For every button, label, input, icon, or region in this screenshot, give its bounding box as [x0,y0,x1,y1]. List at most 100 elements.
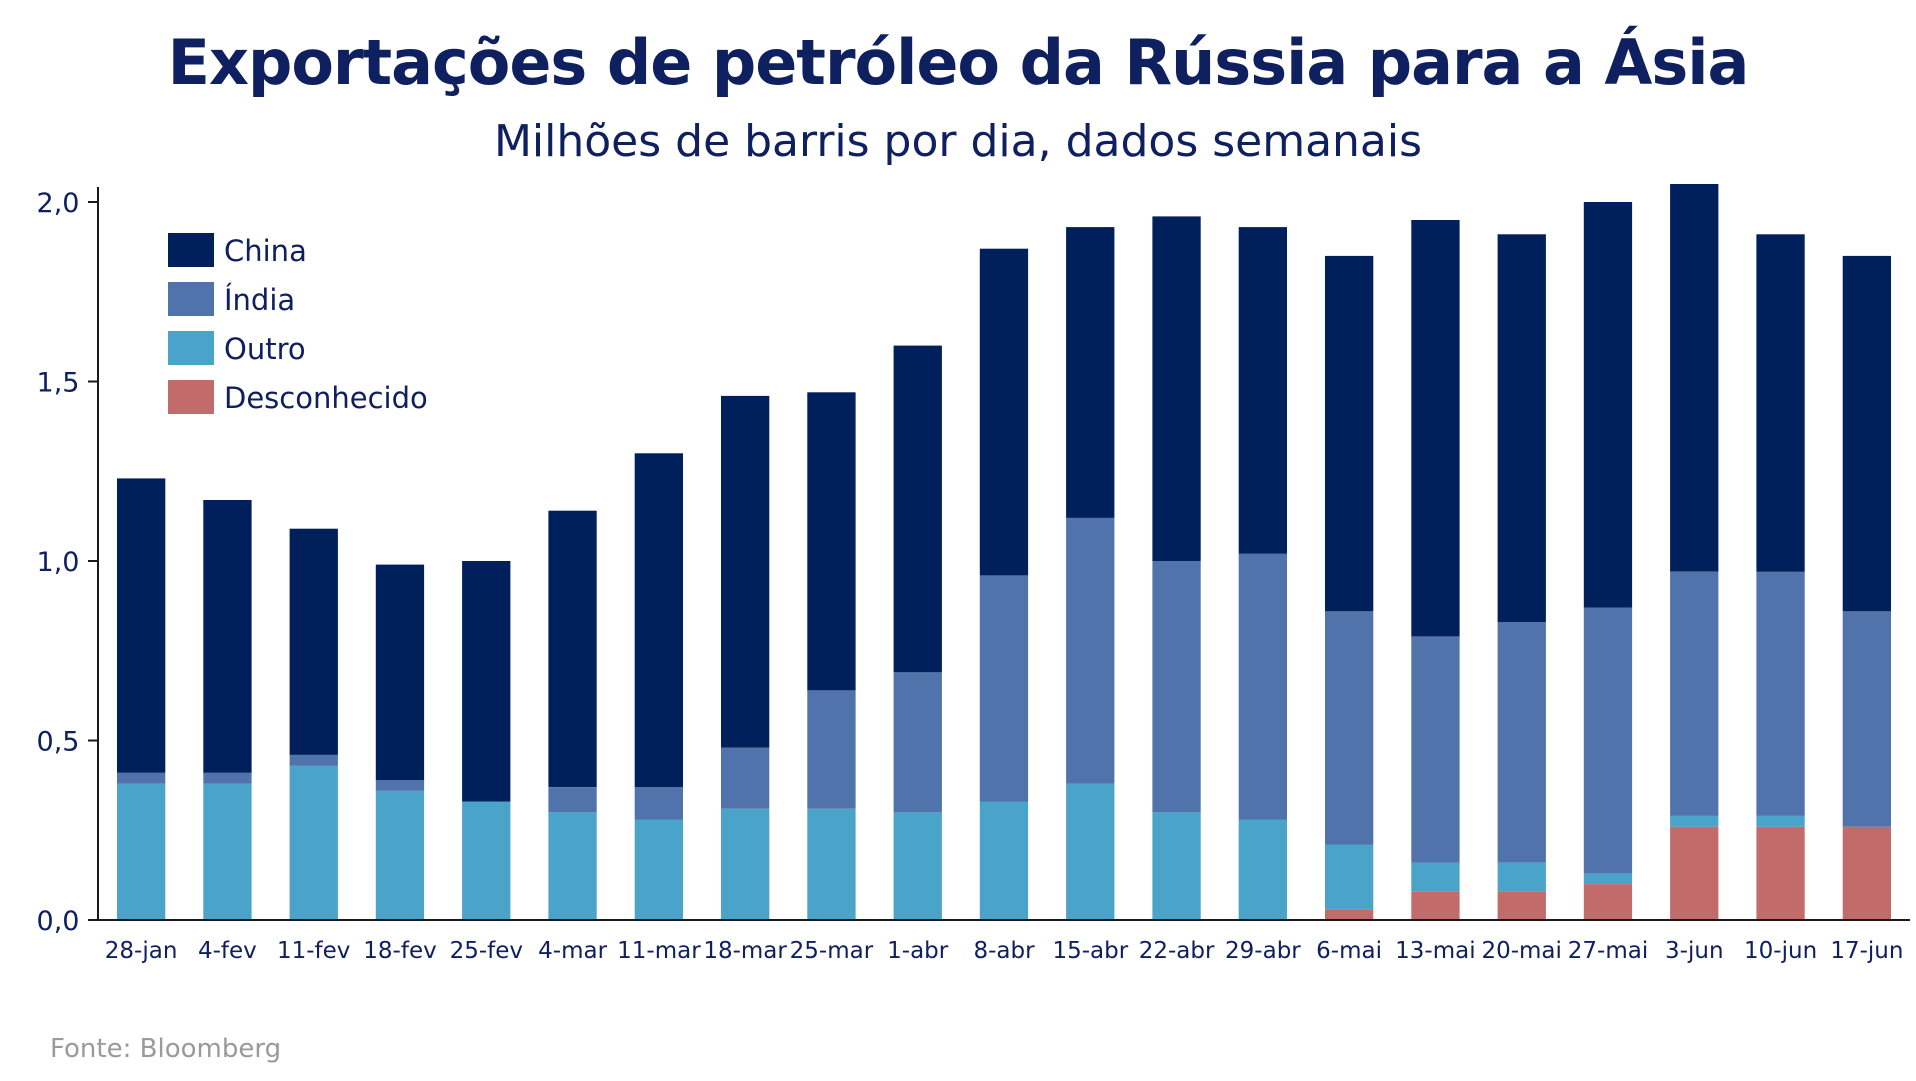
bar-segment-índia-8-abr [979,575,1029,802]
bar-segment-outro-10-jun [1756,815,1805,827]
bar-segment-desconhecido-17-jun [1842,826,1891,920]
bar-segment-china-28-jan [117,478,166,773]
bar-segment-outro-6-mai [1325,844,1374,910]
bar-segment-índia-11-mar [634,787,683,820]
bar-segment-índia-4-fev [203,772,252,784]
bar-segment-desconhecido-20-mai [1497,891,1546,920]
bar-segment-desconhecido-13-mai [1411,891,1460,920]
legend-swatch-índia [168,282,214,316]
x-tick-label: 13-mai [1395,938,1475,964]
bar-segment-outro-18-fev [375,790,425,920]
chart-title: Exportações de petróleo da Rússia para a… [167,26,1750,99]
bar-segment-china-3-jun [1670,184,1719,572]
bar-segment-china-13-mai [1411,220,1460,637]
bar-segment-outro-4-fev [203,783,252,920]
x-tick-label: 25-mar [790,938,874,964]
bar-segment-índia-28-jan [117,772,166,784]
x-tick-label: 8-abr [973,938,1035,964]
x-tick-label: 1-abr [887,938,949,964]
bar-segment-china-20-mai [1497,234,1546,623]
bar-segment-índia-6-mai [1325,611,1374,845]
bars-group [117,184,1891,920]
bar-segment-china-25-mar [807,392,856,691]
y-tick-label: 1,5 [37,368,80,399]
bar-segment-outro-13-mai [1411,862,1460,892]
x-tick-label: 4-mar [538,938,607,964]
x-tick-label: 18-fev [363,938,436,964]
bar-segment-outro-29-abr [1238,819,1287,920]
bar-segment-china-15-abr [1066,227,1115,518]
x-tick-label: 15-abr [1052,938,1128,964]
x-tick-label: 6-mai [1316,938,1382,964]
x-tick-label: 28-jan [105,938,178,964]
legend-label: Outro [224,332,306,366]
bar-segment-índia-20-mai [1497,622,1546,863]
bar-segment-desconhecido-27-mai [1583,884,1633,920]
bar-segment-índia-15-abr [1066,517,1115,784]
bar-segment-outro-11-mar [634,819,683,920]
bar-segment-índia-29-abr [1238,553,1287,820]
y-tick-label: 0,5 [37,727,80,758]
bar-segment-índia-4-mar [548,787,597,813]
x-tick-label: 10-jun [1744,938,1817,964]
bar-segment-china-17-jun [1842,255,1891,612]
legend-label: Desconhecido [224,381,428,415]
bar-segment-índia-22-abr [1152,561,1201,813]
bar-segment-índia-3-jun [1670,571,1719,816]
bar-segment-china-18-fev [375,564,425,780]
bar-segment-índia-25-mar [807,690,856,809]
bar-segment-china-1-abr [893,345,942,673]
bar-segment-china-25-fev [462,561,511,802]
y-tick-label: 1,0 [37,547,80,578]
bar-segment-outro-20-mai [1497,862,1546,892]
x-tick-label: 11-fev [277,938,350,964]
bar-segment-china-6-mai [1325,255,1374,612]
bar-segment-desconhecido-3-jun [1670,826,1719,920]
bar-segment-índia-10-jun [1756,571,1805,816]
bar-segment-índia-18-mar [721,747,770,809]
source-note: Fonte: Bloomberg [50,1034,282,1064]
bar-segment-outro-18-mar [721,808,770,920]
bar-segment-outro-4-mar [548,812,597,920]
bar-segment-china-10-jun [1756,234,1805,572]
bar-segment-outro-8-abr [979,801,1029,920]
bar-segment-outro-15-abr [1066,783,1115,920]
bar-segment-china-27-mai [1583,202,1633,608]
bar-segment-china-18-mar [721,395,770,748]
bar-segment-outro-11-fev [289,765,338,920]
x-tick-label: 17-jun [1830,938,1903,964]
bar-segment-outro-3-jun [1670,815,1719,827]
bar-segment-índia-13-mai [1411,636,1460,863]
bar-segment-outro-25-mar [807,808,856,920]
y-tick-label: 0,0 [37,906,80,937]
bar-segment-outro-28-jan [117,783,166,920]
bar-segment-china-4-mar [548,510,597,788]
y-tick-label: 2,0 [37,188,80,219]
x-tick-label: 18-mar [703,938,787,964]
bar-segment-outro-25-fev [462,801,511,920]
x-tick-label: 20-mai [1481,938,1561,964]
x-tick-label: 27-mai [1568,938,1648,964]
bar-segment-outro-27-mai [1583,873,1633,885]
legend: China Índia Outro Desconhecido [168,233,428,415]
chart-subtitle: Milhões de barris por dia, dados semanai… [493,116,1423,167]
bar-segment-desconhecido-6-mai [1325,909,1374,920]
legend-swatch-china [168,233,214,267]
legend-label: China [224,234,307,268]
axes-group: 0,0 0,5 1,0 1,5 2,0 28-jan 4-fev 11-fev 18-fev 25… [37,187,1910,964]
x-tick-label: 25-fev [450,938,523,964]
bar-segment-índia-18-fev [375,780,425,791]
x-tick-label: 4-fev [198,938,257,964]
bar-segment-outro-1-abr [893,812,942,920]
x-tick-label: 3-jun [1665,938,1723,964]
bar-segment-china-11-mar [634,453,683,788]
legend-swatch-outro [168,331,214,365]
bar-segment-china-29-abr [1238,227,1287,554]
x-tick-label: 11-mar [617,938,701,964]
bar-segment-china-4-fev [203,500,252,773]
bar-segment-índia-11-fev [289,754,338,766]
legend-label: Índia [224,283,295,317]
bar-segment-desconhecido-10-jun [1756,826,1805,920]
bar-segment-índia-1-abr [893,672,942,813]
